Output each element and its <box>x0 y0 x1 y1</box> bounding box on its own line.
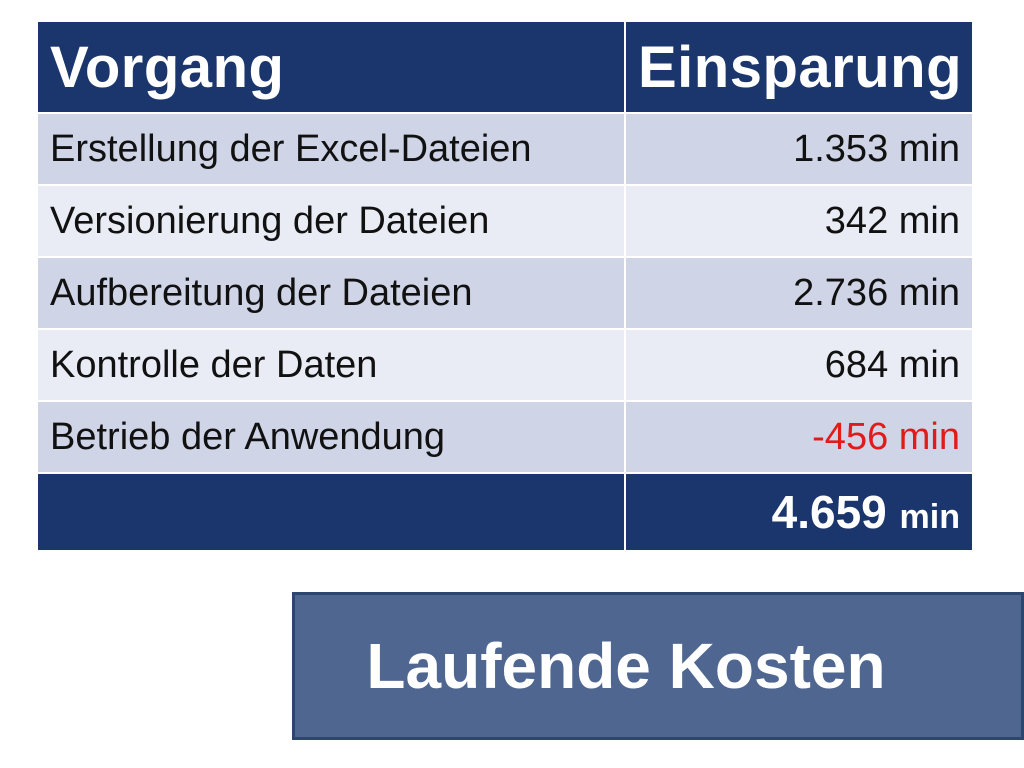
total-row: 4.659 min <box>36 472 974 552</box>
row-label: Aufbereitung der Dateien <box>36 256 626 330</box>
total-label-cell <box>36 472 626 552</box>
row-label: Kontrolle der Daten <box>36 328 626 402</box>
row-value: 2.736 min <box>624 256 974 330</box>
row-value: 684 min <box>624 328 974 402</box>
row-value: 1.353 min <box>624 112 974 186</box>
table-row: Erstellung der Excel-Dateien 1.353 min <box>36 112 974 186</box>
row-label: Versionierung der Dateien <box>36 184 626 258</box>
running-costs-banner: Laufende Kosten <box>292 592 1024 740</box>
row-label: Erstellung der Excel-Dateien <box>36 112 626 186</box>
table-row: Aufbereitung der Dateien 2.736 min <box>36 256 974 330</box>
savings-table: Vorgang Einsparung Erstellung der Excel-… <box>36 20 974 552</box>
table-row: Kontrolle der Daten 684 min <box>36 328 974 402</box>
table-header-row: Vorgang Einsparung <box>36 20 974 114</box>
header-vorgang: Vorgang <box>36 20 626 114</box>
table-row: Versionierung der Dateien 342 min <box>36 184 974 258</box>
row-value-negative: -456 min <box>624 400 974 474</box>
total-value: 4.659 <box>771 486 887 538</box>
banner-label: Laufende Kosten <box>366 630 886 702</box>
row-label: Betrieb der Anwendung <box>36 400 626 474</box>
row-value: 342 min <box>624 184 974 258</box>
table-row: Betrieb der Anwendung -456 min <box>36 400 974 474</box>
total-unit: min <box>899 498 960 536</box>
header-einsparung: Einsparung <box>624 20 974 114</box>
total-cell: 4.659 min <box>624 472 974 552</box>
